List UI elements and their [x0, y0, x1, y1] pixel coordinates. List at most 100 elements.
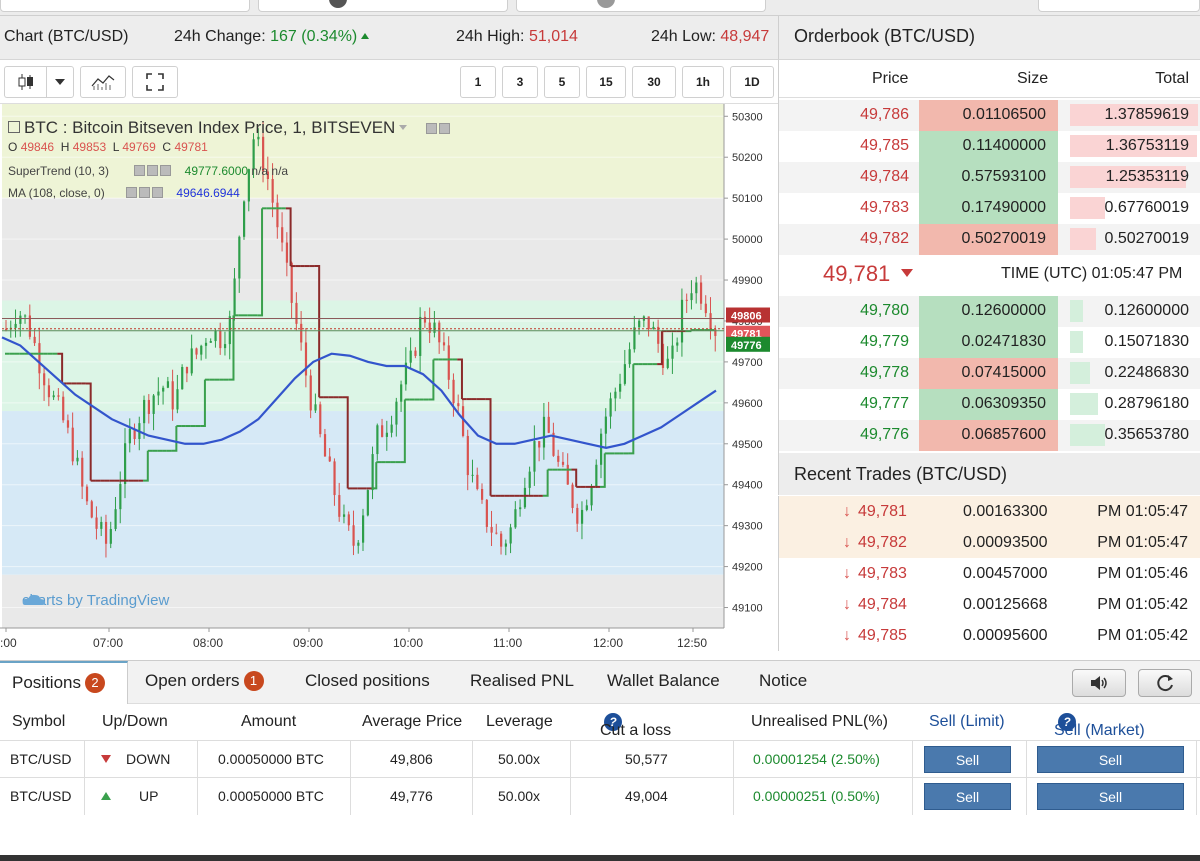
interval-30[interactable]: 30	[632, 66, 676, 98]
time-tick-label: 08:00	[193, 636, 223, 650]
chevron-down-icon[interactable]	[398, 125, 407, 130]
candle-body	[385, 432, 388, 437]
supertrend-segment	[371, 462, 378, 490]
tradingview-watermark[interactable]: charts by TradingView	[22, 592, 170, 609]
position-direction: DOWN	[126, 751, 171, 767]
candle-body	[680, 299, 684, 343]
candle-body	[295, 302, 298, 324]
cell-divider	[197, 741, 198, 778]
candle-body	[352, 525, 355, 546]
tab-realised-pnl[interactable]: Realised PNL	[470, 671, 574, 690]
tab-notice[interactable]: Notice	[759, 671, 808, 690]
candle-body	[238, 236, 241, 279]
top-tab-1[interactable]	[0, 0, 250, 12]
interval-1[interactable]: 1	[460, 66, 496, 98]
top-tab-3[interactable]	[516, 0, 766, 12]
candle-body	[28, 315, 31, 337]
sound-button[interactable]	[1072, 669, 1126, 697]
candle-body	[671, 345, 674, 359]
close-icon[interactable]	[160, 165, 172, 176]
bid-row[interactable]: 49,779 0.02471830 0.15071830	[779, 327, 1200, 358]
tab-positions[interactable]: Positions 2	[0, 661, 128, 705]
candle-body	[157, 391, 160, 396]
col-updown: Up/Down	[102, 713, 168, 730]
ob-price: 49,777	[860, 395, 909, 412]
ask-row[interactable]: 49,784 0.57593100 1.25353119	[779, 162, 1200, 193]
position-leverage: 50.00x	[498, 751, 541, 767]
sell-limit-button[interactable]: Sell	[924, 746, 1011, 773]
eye-icon[interactable]	[134, 165, 146, 176]
tab-open-orders[interactable]: Open orders 1	[145, 661, 264, 705]
col-sell-market: Sell (Market)?	[1054, 713, 1145, 739]
candle-body	[457, 403, 460, 407]
bid-row[interactable]: 49,777 0.06309350 0.28796180	[779, 389, 1200, 420]
tab-closed-positions[interactable]: Closed positions	[305, 671, 430, 690]
depth-bar	[1070, 424, 1105, 446]
help-icon[interactable]: ?	[1058, 713, 1076, 731]
candle-body	[76, 457, 79, 462]
triangle-up-icon	[361, 33, 370, 39]
interval-3[interactable]: 3	[502, 66, 538, 98]
candle-type-button[interactable]	[4, 66, 46, 98]
position-leverage: 50.00x	[498, 788, 541, 804]
interval-15[interactable]: 15	[586, 66, 626, 98]
zone-base	[2, 574, 724, 628]
orderbook-title: Orderbook (BTC/USD)	[778, 16, 1200, 60]
gear-icon[interactable]	[139, 187, 151, 198]
price-tick-label: 49900	[732, 275, 763, 287]
candle-body	[109, 528, 112, 544]
candle-body	[228, 316, 231, 345]
indicators-button[interactable]	[80, 66, 126, 98]
candle-body	[438, 322, 441, 343]
ask-row[interactable]: 49,785 0.11400000 1.36753119	[779, 131, 1200, 162]
bid-row[interactable]: 49,780 0.12600000 0.12600000	[779, 296, 1200, 327]
candle-body	[395, 401, 398, 425]
trade-time: PM 01:05:47	[1097, 534, 1188, 551]
ask-row[interactable]: 49,786 0.01106500 1.37859619	[779, 100, 1200, 131]
sell-market-button[interactable]: Sell	[1037, 783, 1184, 810]
supertrend-segment	[457, 358, 463, 400]
zone-upper	[2, 104, 724, 199]
close-icon[interactable]	[152, 187, 164, 198]
position-amount: 0.00050000 BTC	[218, 788, 324, 804]
bid-row[interactable]: 49,778 0.07415000 0.22486830	[779, 358, 1200, 389]
fullscreen-button[interactable]	[132, 66, 178, 98]
help-icon[interactable]: ?	[604, 713, 622, 731]
candle-body	[66, 420, 70, 428]
cell-divider	[1026, 778, 1027, 815]
interval-1d[interactable]: 1D	[730, 66, 774, 98]
price-chart[interactable]: 4910049200493004940049500496004970049800…	[0, 104, 778, 656]
top-tab-2[interactable]	[258, 0, 508, 12]
chart-canvas[interactable]: 4910049200493004940049500496004970049800…	[0, 104, 778, 656]
time-tick-label: 12:00	[593, 636, 623, 650]
gear-icon[interactable]	[147, 165, 159, 176]
eye-icon[interactable]	[126, 187, 138, 198]
bid-row[interactable]: 49,776 0.06857600 0.35653780	[779, 420, 1200, 451]
candle-body	[162, 387, 165, 392]
sell-limit-button[interactable]: Sell	[924, 783, 1011, 810]
candle-body	[185, 366, 189, 374]
candle-type-dropdown[interactable]	[46, 66, 74, 98]
interval-5[interactable]: 5	[544, 66, 580, 98]
sell-market-button[interactable]: Sell	[1037, 746, 1184, 773]
candle-body	[24, 315, 27, 317]
position-cut-loss: 50,577	[625, 751, 668, 767]
eye-icon[interactable]	[426, 123, 437, 134]
gear-icon[interactable]	[439, 123, 450, 134]
orderbook: Price Size Total 49,786 0.01106500 1.37859…	[778, 60, 1200, 453]
candle-body	[528, 471, 531, 488]
col-price: Price	[872, 70, 909, 87]
tab-wallet-balance[interactable]: Wallet Balance	[607, 671, 720, 690]
position-pnl: 0.00000251 (0.50%)	[753, 788, 880, 804]
candle-body	[276, 202, 279, 228]
price-tick-label: 49600	[732, 398, 763, 410]
candle-body	[362, 515, 365, 543]
ask-row[interactable]: 49,783 0.17490000 0.67760019	[779, 193, 1200, 224]
ob-size: 0.17490000	[919, 193, 1058, 224]
refresh-button[interactable]	[1138, 669, 1192, 697]
top-tab-4[interactable]	[1038, 0, 1200, 12]
open-orders-count-badge: 1	[243, 671, 264, 691]
ask-row[interactable]: 49,782 0.50270019 0.50270019	[779, 224, 1200, 255]
interval-1h[interactable]: 1h	[682, 66, 724, 98]
collapse-icon[interactable]	[8, 121, 20, 133]
